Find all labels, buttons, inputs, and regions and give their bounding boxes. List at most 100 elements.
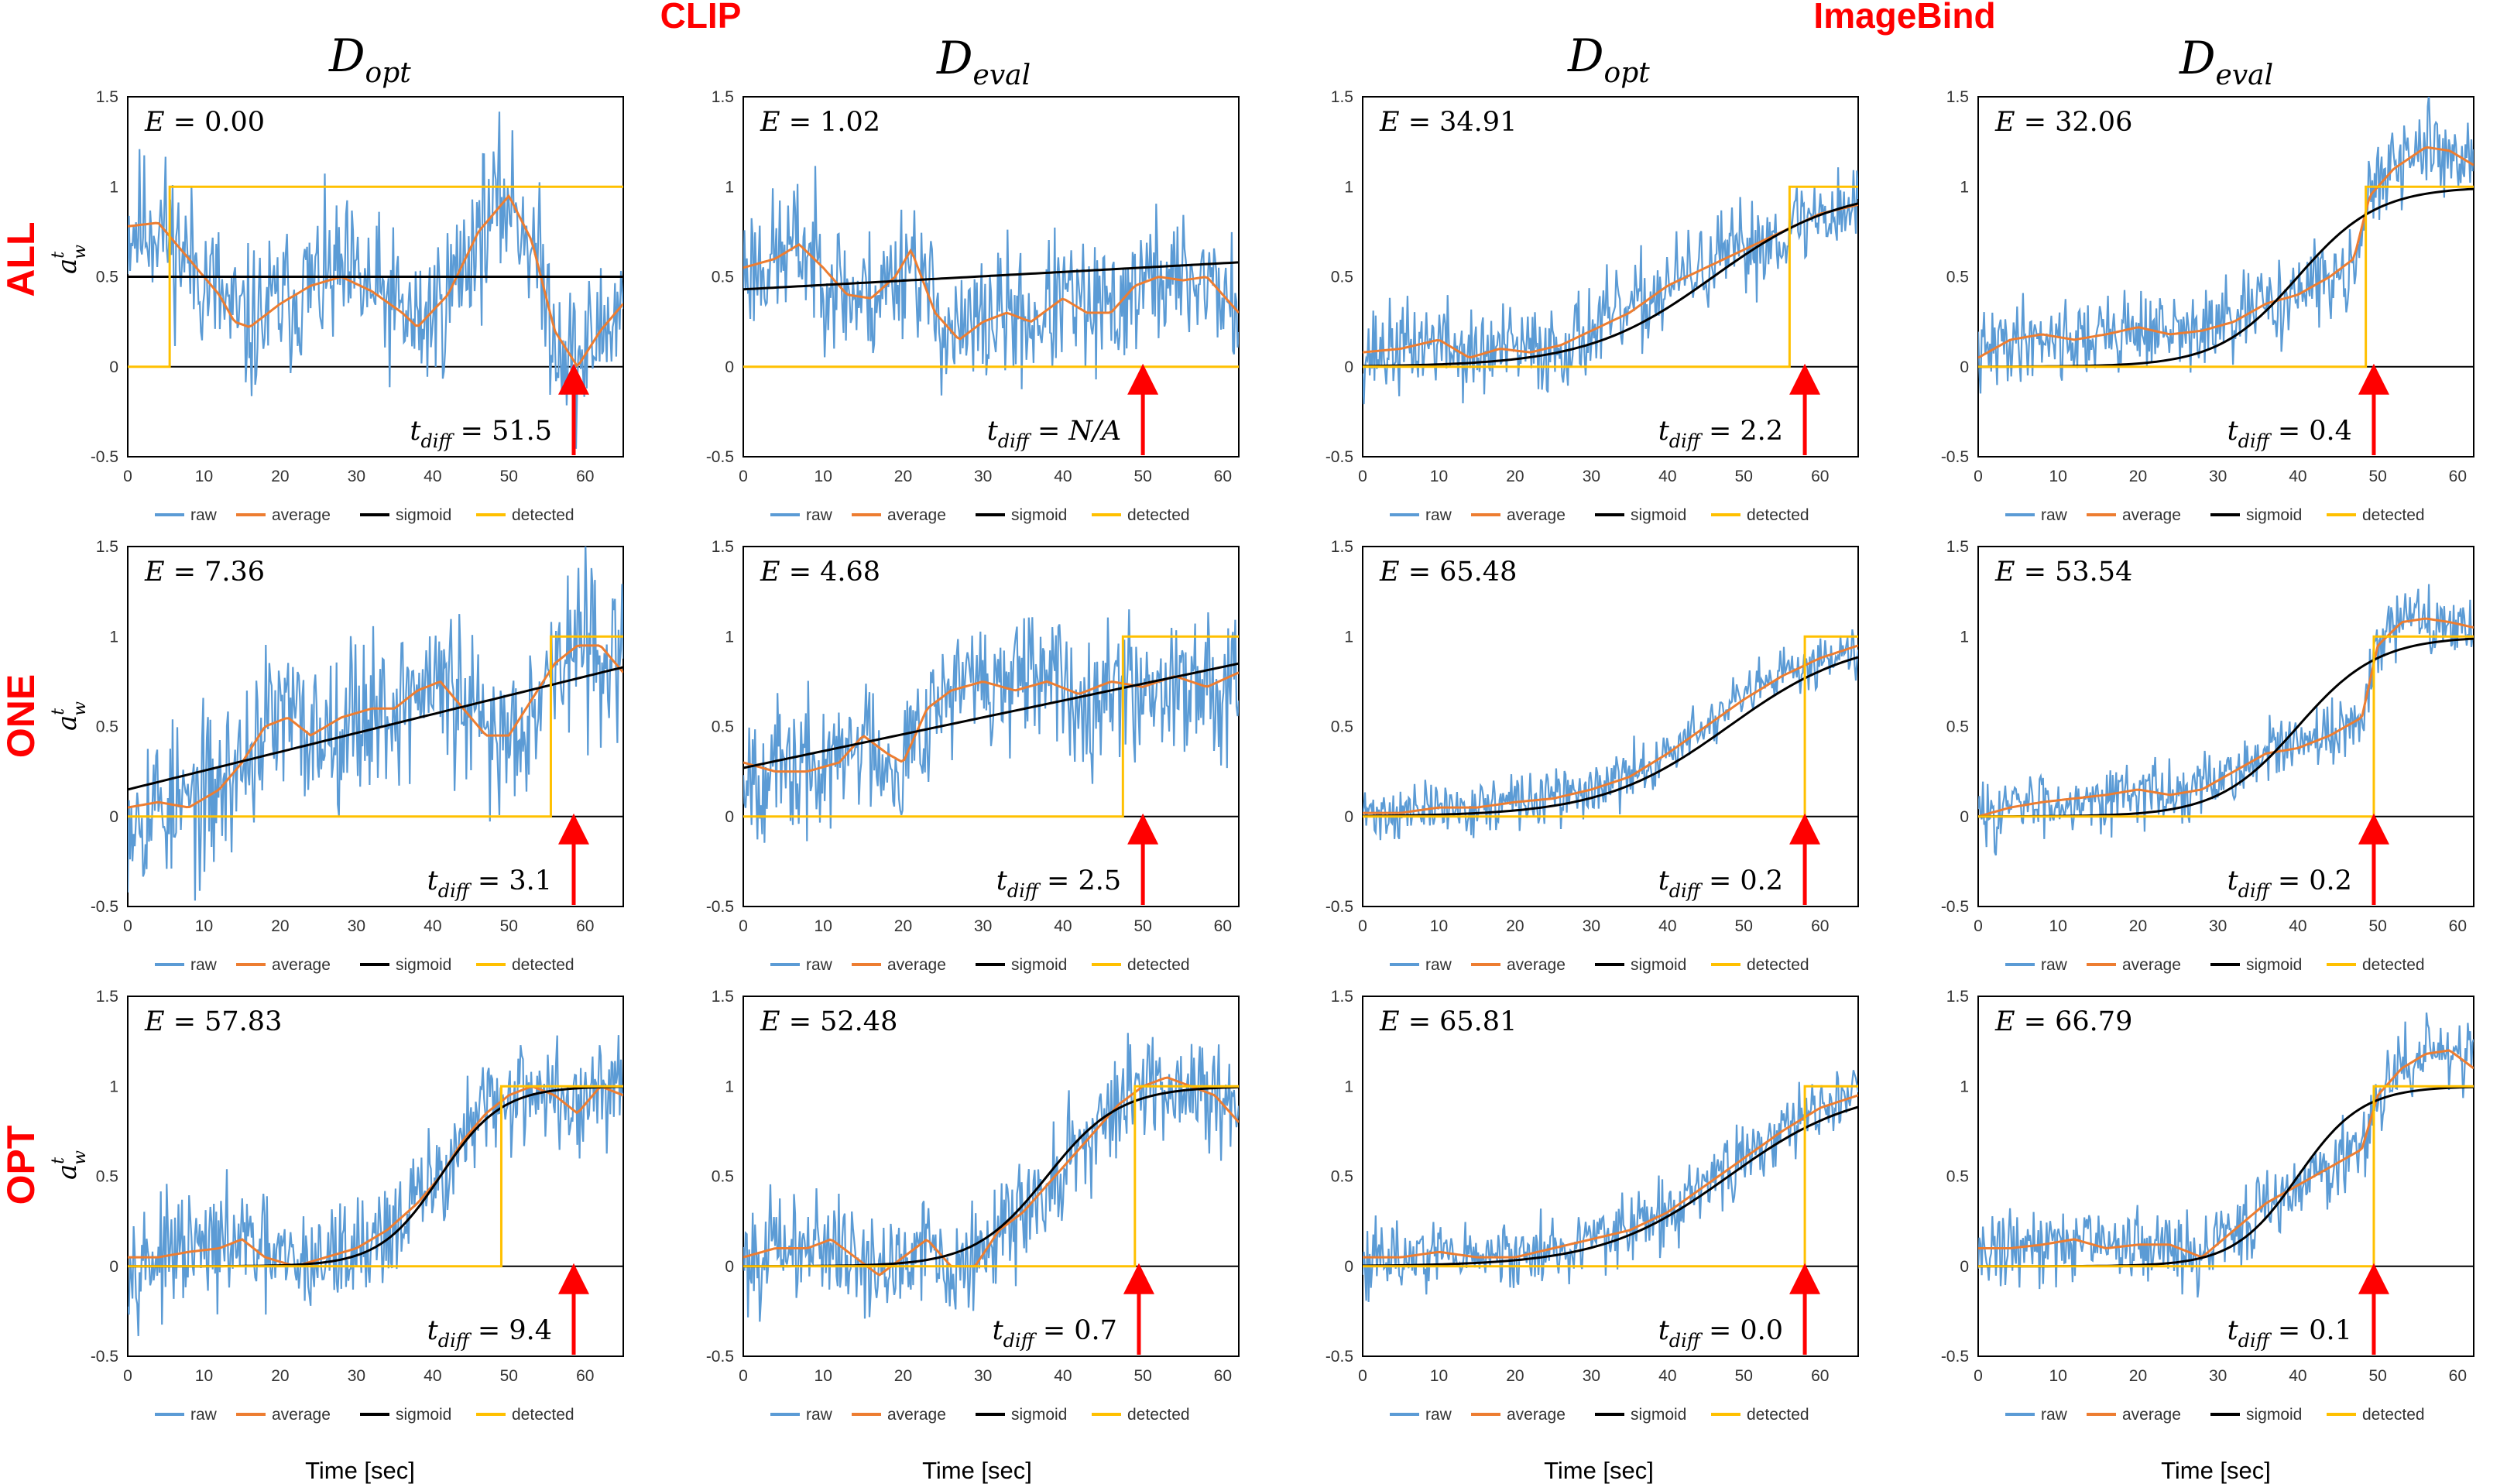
svg-text:Dopt: Dopt	[1567, 29, 1650, 89]
legend-label-average: average	[1507, 506, 1566, 524]
y-tick-label: 0	[1344, 1258, 1353, 1276]
plot-frame	[742, 546, 1240, 907]
legend-label-raw: raw	[1425, 956, 1452, 974]
sigmoid-fit-line	[743, 261, 1239, 291]
tdiff-equals: =	[1700, 1315, 1740, 1346]
legend-label-raw: raw	[190, 1406, 218, 1424]
y-axis-label-row-2: at w	[49, 701, 90, 731]
x-tick-label: 10	[195, 917, 213, 935]
raw-series-line	[128, 111, 623, 449]
y-tick-label: -0.5	[1941, 898, 1969, 916]
x-tick-label: 30	[2209, 1367, 2227, 1385]
plot-area	[743, 609, 1239, 843]
y-tick-label: 1.5	[96, 88, 118, 106]
energy-annotation: E = 52.48	[760, 1006, 897, 1037]
legend-label-sigmoid: sigmoid	[2246, 956, 2302, 974]
average-series-line	[743, 671, 1239, 773]
x-tick-label: 30	[974, 917, 992, 935]
energy-value: 65.48	[1439, 557, 1517, 588]
x-tick-label: 0	[1358, 468, 1367, 485]
plot-frame	[1362, 996, 1859, 1357]
tdiff-subscript: diff	[2238, 430, 2272, 452]
y-tick-label: 0.5	[712, 718, 734, 736]
average-series-line	[128, 644, 623, 809]
panel-clip-opt-d-opt: -0.5 0 0.5 1 1.5 0 10 20 30 40 50 60 E = 57.83 tdiff …	[91, 988, 624, 1424]
x-tick-label: 20	[2129, 917, 2147, 935]
plot-frame	[127, 546, 624, 907]
tdiff-symbol: t	[427, 1315, 439, 1346]
energy-equals: =	[780, 1006, 821, 1037]
tdiff-annotation: tdiff = 0.4	[2227, 416, 2352, 452]
tdiff-annotation: tdiff = 2.2	[1658, 416, 1783, 452]
y-tick-label: 0	[725, 808, 734, 826]
tdiff-equals: =	[1038, 865, 1079, 896]
tdiff-symbol: t	[2227, 865, 2239, 896]
detected-step-line	[1363, 185, 1858, 368]
tdiff-value: 3.1	[509, 865, 552, 896]
column-title-2: Deval	[936, 32, 1031, 91]
x-tick-label: 10	[815, 468, 832, 485]
tdiff-equals: =	[2269, 865, 2310, 896]
legend-label-sigmoid: sigmoid	[396, 956, 451, 974]
legend-label-raw: raw	[2041, 1406, 2068, 1424]
x-axis-label-col-2: Time [sec]	[922, 1457, 1032, 1484]
x-tick-label: 60	[1811, 1367, 1829, 1385]
legend-label-detected: detected	[1747, 1406, 1809, 1424]
tdiff-subscript: diff	[1007, 880, 1041, 902]
x-tick-label: 40	[2289, 468, 2306, 485]
legend-label-average: average	[1507, 1406, 1566, 1424]
y-tick-label: 1.5	[1946, 88, 1969, 106]
tdiff-symbol: t	[1658, 1315, 1670, 1346]
detected-step-line	[128, 635, 623, 818]
y-tick-label: 1	[725, 628, 734, 646]
legend-label-sigmoid: sigmoid	[1011, 506, 1067, 524]
y-tick-label: 0.5	[96, 269, 118, 286]
detected-step-line	[1978, 635, 2474, 818]
legend-label-detected: detected	[1127, 956, 1190, 974]
legend-label-average: average	[887, 506, 946, 524]
tdiff-subscript: diff	[438, 1330, 472, 1352]
tdiff-equals: =	[1700, 416, 1740, 447]
column-title-1: Dopt	[328, 29, 411, 89]
plot-frame	[1362, 96, 1859, 458]
tdiff-annotation: tdiff = 0.2	[2227, 865, 2352, 902]
legend-label-raw: raw	[190, 956, 218, 974]
average-series-line	[1978, 146, 2474, 359]
tdiff-equals: =	[469, 865, 509, 896]
sigmoid-fit-line	[743, 662, 1239, 769]
energy-annotation: E = 4.68	[760, 557, 880, 588]
detected-step-line	[128, 1085, 623, 1268]
legend-label-detected: detected	[1127, 506, 1190, 524]
x-tick-label: 20	[894, 1367, 912, 1385]
plot-area	[1978, 584, 2474, 856]
average-series-line	[743, 1076, 1239, 1277]
column-title-sub: opt	[365, 57, 412, 89]
x-tick-label: 20	[1506, 468, 1524, 485]
energy-equals: =	[165, 557, 205, 588]
energy-equals: =	[1400, 107, 1440, 138]
column-title-sub: eval	[973, 60, 1031, 91]
plot-frame	[1362, 546, 1859, 907]
y-tick-label: 0	[109, 1258, 118, 1276]
x-tick-label: 60	[1214, 468, 1232, 485]
sigmoid-fit-line	[1363, 656, 1858, 817]
energy-annotation: E = 57.83	[144, 1006, 282, 1037]
x-tick-label: 60	[1214, 917, 1232, 935]
y-tick-label: 1.5	[1331, 538, 1353, 556]
energy-annotation: E = 32.06	[1994, 107, 2132, 138]
x-tick-label: 40	[1054, 917, 1072, 935]
tdiff-symbol: t	[996, 865, 1008, 896]
x-tick-label: 30	[2209, 468, 2227, 485]
average-series-line	[1978, 617, 2474, 818]
y-tick-label: 0	[725, 1258, 734, 1276]
legend-label-average: average	[887, 956, 946, 974]
y-tick-label: 1	[1344, 1078, 1353, 1095]
y-tick-label: -0.5	[91, 448, 118, 466]
energy-symbol: E	[760, 107, 780, 138]
y-tick-label: 0	[109, 808, 118, 826]
tdiff-equals: =	[2269, 1315, 2310, 1346]
x-tick-label: 50	[1133, 468, 1151, 485]
x-tick-label: 40	[424, 917, 441, 935]
legend-label-raw: raw	[2041, 506, 2068, 524]
